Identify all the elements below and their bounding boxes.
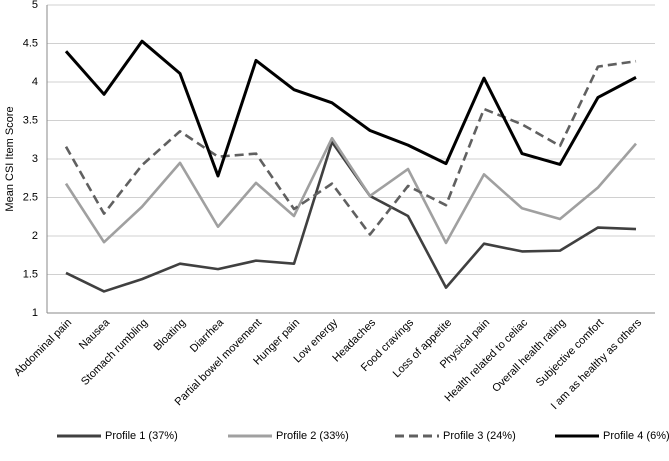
y-tick-label: 3.5: [23, 114, 38, 126]
series-line: [64, 59, 637, 236]
y-tick-label: 3: [32, 153, 38, 165]
y-tick-label: 4: [32, 76, 38, 88]
y-tick-label: 2: [32, 230, 38, 242]
legend-label: Profile 2 (33%): [276, 430, 349, 442]
legend-label: Profile 3 (24%): [443, 430, 516, 442]
y-tick-label: 1: [32, 307, 38, 319]
x-tick-label: Abdominal pain: [12, 317, 74, 379]
x-tick-label: Stomach rumbling: [79, 317, 150, 388]
x-tick-label: Subjective comfort: [534, 317, 606, 389]
x-tick-label: Overall health rating: [490, 317, 568, 395]
y-tick-label: 1.5: [23, 268, 38, 280]
y-axis-label: Mean CSI Item Score: [4, 106, 16, 211]
legend-label: Profile 4 (6%): [603, 430, 669, 442]
y-tick-label: 4.5: [23, 37, 38, 49]
y-tick-label: 2.5: [23, 191, 38, 203]
legend-label: Profile 1 (37%): [105, 430, 178, 442]
y-tick-label: 5: [32, 0, 38, 11]
series-line: [64, 39, 637, 178]
series-line: [64, 136, 637, 245]
x-tick-label: Nausea: [77, 316, 113, 352]
x-tick-label: Bloating: [152, 317, 189, 354]
x-tick-label: Diarrhea: [188, 316, 227, 355]
